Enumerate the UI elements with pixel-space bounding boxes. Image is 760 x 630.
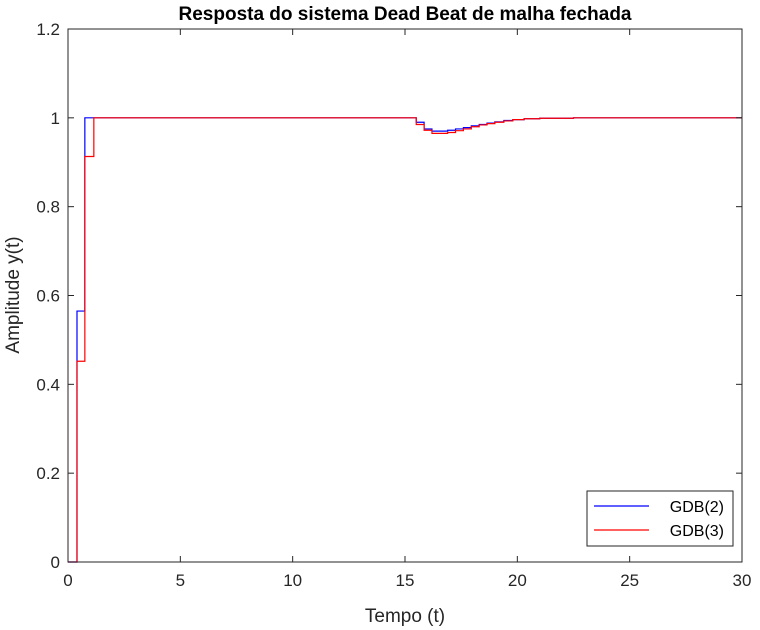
x-tick-label: 10 [283, 571, 302, 590]
series-line-gdb3 [68, 117, 742, 563]
x-tick-label: 0 [63, 571, 72, 590]
y-tick-label: 0.8 [36, 198, 60, 217]
y-tick-label: 0.4 [36, 375, 60, 394]
x-tick-label: 20 [508, 571, 527, 590]
legend: GDB(2) GDB(3) [586, 490, 734, 547]
series-layer [68, 117, 742, 563]
ticks-layer: 0 5 10 15 20 25 30 0 0.2 0.4 0.6 0.8 1 1.2 [36, 20, 751, 590]
x-tick-label: 25 [620, 571, 639, 590]
y-tick-label: 0.2 [36, 464, 60, 483]
legend-box [586, 490, 734, 547]
chart-title: Resposta do sistema Dead Beat de malha f… [179, 4, 632, 25]
y-tick-label: 0.6 [36, 287, 60, 306]
x-tick-label: 30 [733, 571, 752, 590]
legend-label-gdb3: GDB(3) [670, 523, 724, 540]
x-axis-label: Tempo (t) [365, 606, 445, 627]
legend-label-gdb2: GDB(2) [670, 499, 724, 516]
y-axis-label: Amplitude y(t) [3, 236, 24, 353]
y-tick-label: 0 [51, 553, 60, 572]
y-tick-label: 1.2 [36, 20, 60, 39]
x-tick-label: 5 [176, 571, 185, 590]
plot-area [68, 29, 742, 562]
y-tick-label: 1 [51, 109, 60, 128]
x-tick-label: 15 [396, 571, 415, 590]
